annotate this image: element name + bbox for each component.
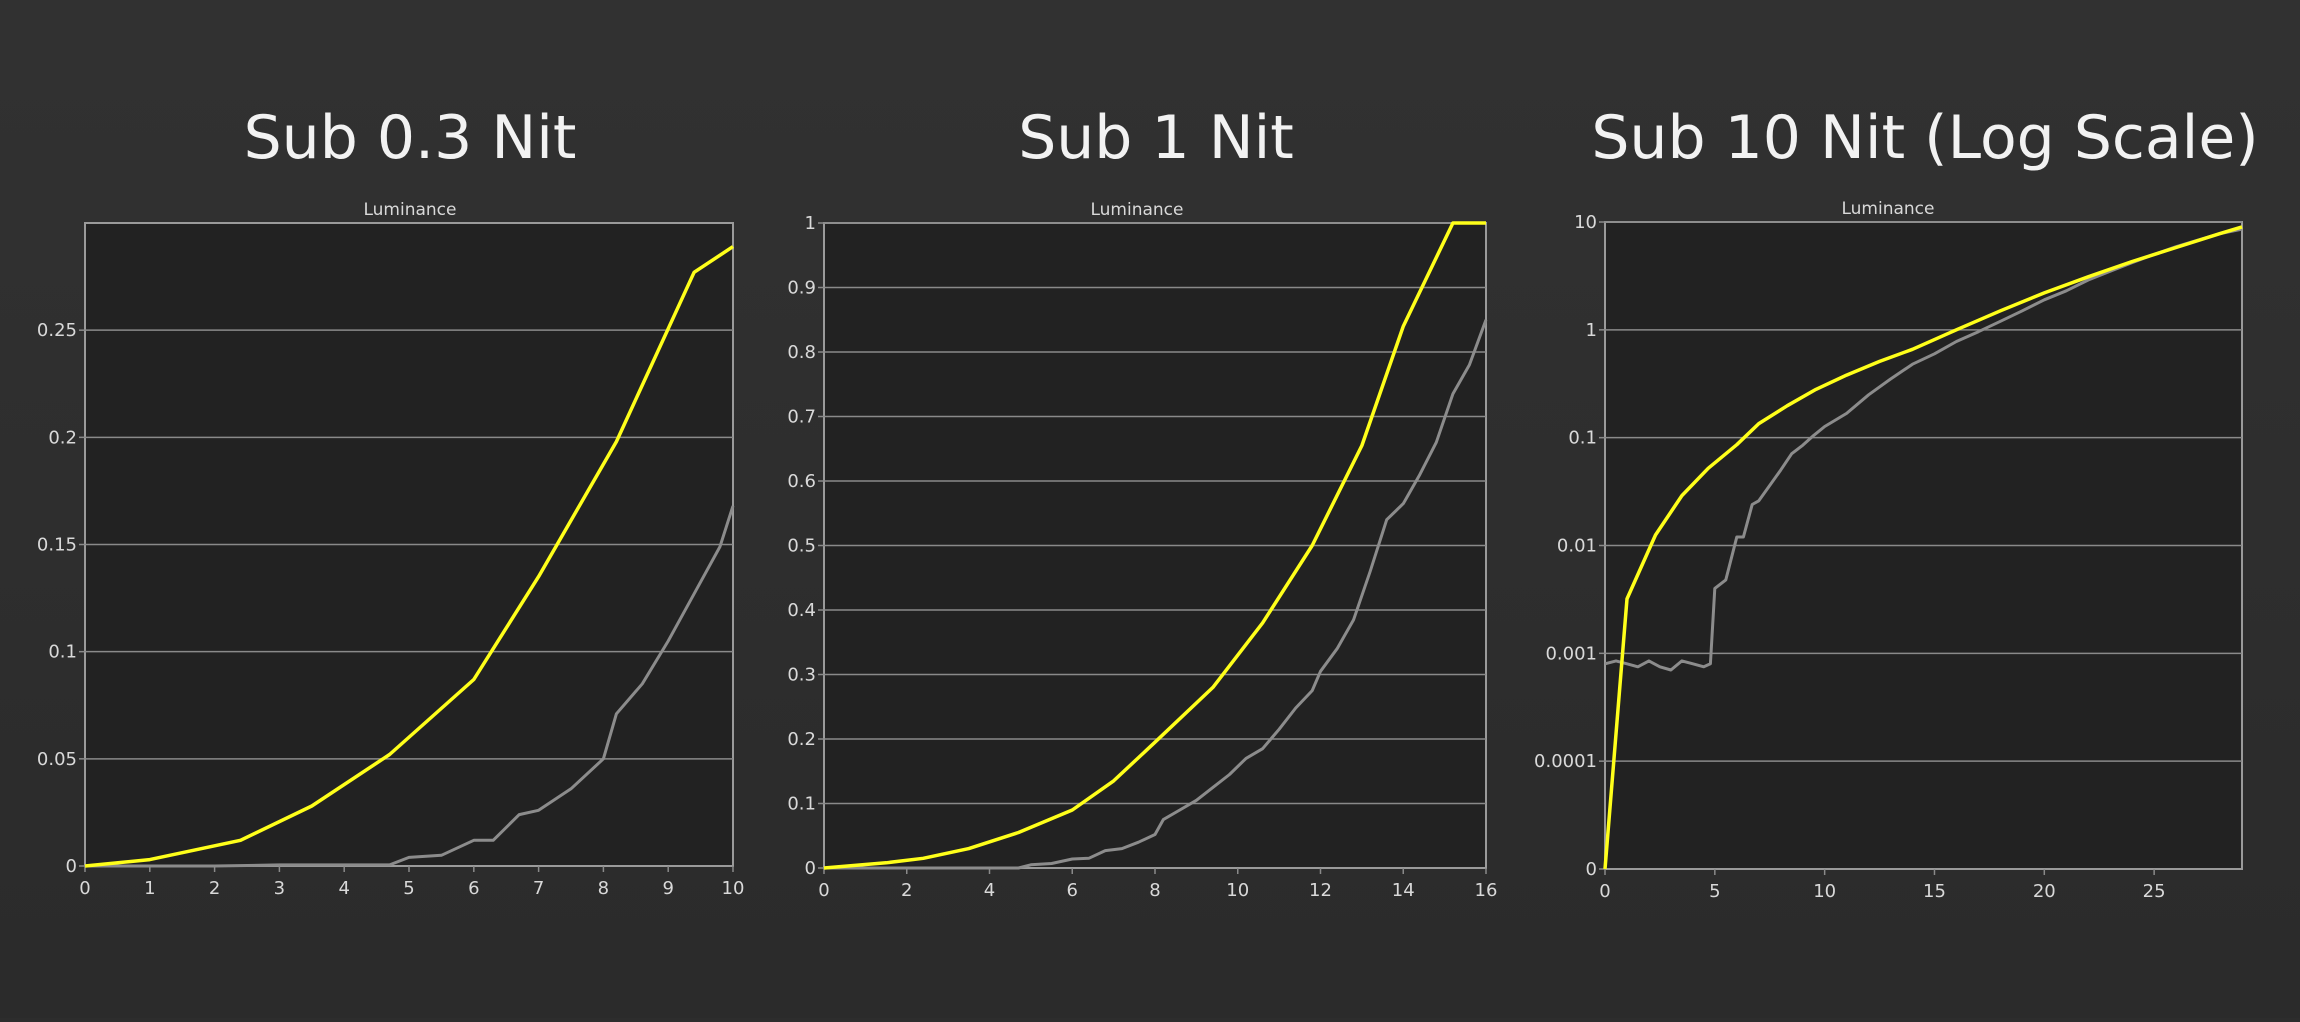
y-tick-label: 0.0001	[1534, 751, 1597, 772]
x-tick-label: 10	[1226, 880, 1249, 901]
x-tick-label: 1	[144, 878, 155, 899]
y-tick-label: 0.4	[787, 600, 816, 621]
x-tick-label: 25	[2143, 881, 2166, 902]
plot-content: 00.10.20.30.40.50.60.70.80.910 2 4 6 8 10 12 14…	[787, 213, 1497, 901]
x-tick-label: 9	[662, 878, 673, 899]
x-tick-label: 5	[403, 878, 414, 899]
x-tick-label: 5	[1709, 881, 1720, 902]
x-tick-label: 12	[1309, 880, 1332, 901]
y-tick-label: 10	[1574, 212, 1597, 233]
x-tick-label: 20	[2033, 881, 2056, 902]
chart-subtitle: Luminance	[1841, 199, 1934, 219]
x-tick-label: 14	[1392, 880, 1415, 901]
x-tick-label: 15	[1923, 881, 1946, 902]
x-tick-label: 0	[818, 880, 829, 901]
x-tick-label: 3	[274, 878, 285, 899]
x-tick-label: 16	[1475, 880, 1498, 901]
series-line-yellow	[823, 221, 1486, 870]
y-tick-label: 0.1	[1568, 428, 1597, 449]
y-tick-label: 0.25	[37, 320, 77, 341]
y-tick-label: 0.2	[787, 729, 816, 750]
chart-subtitle: Luminance	[1090, 200, 1183, 220]
series-line-yellow	[1603, 225, 2243, 870]
x-tick-label: 8	[598, 878, 609, 899]
x-tick-label: 6	[468, 878, 479, 899]
x-tick-label: 0	[79, 878, 90, 899]
chart-title: Sub 0.3 Nit	[244, 103, 577, 173]
y-tick-label: 0	[805, 858, 816, 879]
y-tick-label: 0	[66, 856, 77, 877]
y-tick-label: 0.01	[1557, 536, 1597, 557]
chart-panel-sub-1-nit: Sub 1 Nit Luminance 0 0.1 0.2 0.3 0.4 0.5 0.6 0…	[787, 103, 1497, 901]
series-line-gray	[824, 319, 1488, 870]
chart-panel-sub-10-nit-log-scale: Sub 10 Nit (Log Scale) Luminance 0 0.0001…	[1534, 103, 2259, 902]
x-tick-label: 0	[1599, 881, 1610, 902]
chart-panel-sub-0-3-nit: Sub 0.3 Nit Luminance 0 0.05 0.1 0.15 0.2 0.2…	[37, 103, 745, 899]
series-line-gray	[1604, 227, 2243, 672]
y-tick-label: 0.7	[787, 407, 816, 428]
x-tick-label: 6	[1067, 880, 1078, 901]
x-tick-label: 4	[338, 878, 349, 899]
y-tick-label: 0.5	[787, 536, 816, 557]
y-tick-label: 0.3	[787, 665, 816, 686]
series-line-gray	[85, 505, 735, 868]
y-tick-label: 1	[805, 213, 816, 234]
chart-title: Sub 10 Nit (Log Scale)	[1591, 103, 2258, 173]
series-line-yellow	[84, 245, 734, 868]
x-tick-label: 8	[1149, 880, 1160, 901]
x-tick-label: 7	[533, 878, 544, 899]
y-tick-label: 0.6	[787, 471, 816, 492]
y-tick-label: 1	[1586, 320, 1597, 341]
chart-title: Sub 1 Nit	[1018, 103, 1294, 173]
y-tick-label: 0.001	[1545, 643, 1597, 664]
y-tick-label: 0.15	[37, 535, 77, 556]
x-tick-label: 2	[209, 878, 220, 899]
y-tick-label: 0.05	[37, 749, 77, 770]
x-tick-label: 2	[901, 880, 912, 901]
y-tick-label: 0.8	[787, 342, 816, 363]
plot-content: 0 0.05 0.1 0.15 0.2 0.25 0 1 2 3 4 5 6 7 8 9 10	[37, 245, 745, 899]
plot-content: 0 0.0001 0.001 0.01 0.1 1 10 0 5 10 15 20 25	[1534, 212, 2243, 902]
x-tick-label: 10	[1813, 881, 1836, 902]
y-tick-label: 0	[1586, 859, 1597, 880]
y-tick-label: 0.1	[48, 642, 77, 663]
x-tick-label: 10	[722, 878, 745, 899]
y-tick-label: 0.9	[787, 278, 816, 299]
y-tick-label: 0.1	[787, 794, 816, 815]
x-tick-label: 4	[984, 880, 995, 901]
y-tick-label: 0.2	[48, 427, 77, 448]
chart-subtitle: Luminance	[363, 200, 456, 220]
